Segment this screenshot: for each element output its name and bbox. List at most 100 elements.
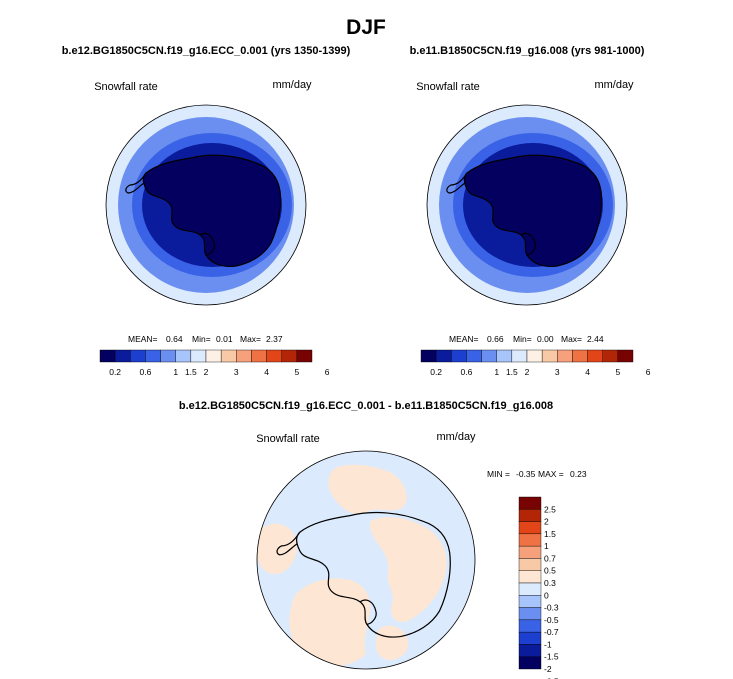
min-label: Min= — [192, 334, 211, 344]
colorbar-box — [518, 595, 542, 608]
colorbar-box — [511, 349, 528, 363]
colorbar-box — [617, 349, 634, 363]
colorbar-tick-label: -0.7 — [544, 627, 559, 637]
colorbar-box — [114, 349, 131, 363]
colorbar-box — [518, 631, 542, 645]
panel-right: b.e11.B1850C5CN.f19_g16.008 (yrs 981-100… — [410, 45, 651, 377]
panel-left-units: mm/day — [272, 79, 312, 91]
colorbar-box — [296, 349, 313, 363]
mean-label: MEAN= — [449, 334, 479, 344]
max-value: 0.23 — [570, 469, 587, 479]
map-boundary — [256, 450, 476, 670]
diff-patch-southeast — [375, 625, 409, 660]
colorbar-tick-label: -2 — [544, 664, 552, 674]
colorbar-box — [518, 533, 542, 547]
colorbar-box — [130, 349, 146, 363]
panel-right-title: b.e11.B1850C5CN.f19_g16.008 (yrs 981-100… — [410, 45, 645, 57]
colorbar-tick-label: 0.6 — [140, 367, 152, 377]
colorbar-tick-label: 0.2 — [109, 367, 121, 377]
colorbar-box — [266, 349, 282, 363]
diff-patch-north — [328, 464, 407, 514]
colorbar-tick-label: 2.5 — [544, 504, 556, 514]
colorbar-tick-label: 6 — [325, 367, 330, 377]
panel-diff: b.e12.BG1850C5CN.f19_g16.ECC_0.001 - b.e… — [179, 400, 587, 679]
panel-diff-map — [257, 451, 475, 669]
colorbar-box — [160, 349, 176, 363]
map-boundary — [105, 104, 307, 306]
colorbar-tick-label: 1 — [544, 541, 549, 551]
colorbar-tick-label: 1.5 — [544, 529, 556, 539]
mean-label: MEAN= — [128, 334, 158, 344]
diff-patch-south — [289, 578, 371, 667]
colorbar-box — [572, 349, 588, 363]
colorbar-tick-label: 2 — [544, 517, 549, 527]
colorbar-tick-label: 0 — [544, 590, 549, 600]
colorbar-box — [541, 349, 558, 363]
colorbar-box — [145, 349, 161, 363]
colorbar-tick-label: 0.3 — [544, 578, 556, 588]
colorbar-box — [518, 582, 542, 596]
colorbar-box — [518, 521, 542, 535]
max-label: Max= — [240, 334, 261, 344]
colorbar-tick-label: 4 — [264, 367, 269, 377]
colorbar-box — [518, 607, 542, 621]
panel-left-title: b.e12.BG1850C5CN.f19_g16.ECC_0.001 (yrs … — [62, 45, 351, 57]
colorbar-left: 0.2 0.6 1 1.5 2 3 4 5 6 — [99, 349, 330, 377]
colorbar-tick-label: 0.7 — [544, 553, 556, 563]
min-label: MIN = — [487, 469, 510, 479]
panel-diff-variable: Snowfall rate — [256, 433, 320, 445]
colorbar-tick-label: 0.2 — [430, 367, 442, 377]
panel-left-stats: MEAN= 0.64 Min= 0.01 Max= 2.37 — [128, 334, 283, 344]
colorbar-box — [190, 349, 207, 363]
colorbar-box — [236, 349, 252, 363]
colorbar-box — [518, 545, 542, 559]
panel-left: b.e12.BG1850C5CN.f19_g16.ECC_0.001 (yrs … — [62, 45, 351, 377]
colorbar-box — [481, 349, 497, 363]
colorbar-tick-label: 5 — [615, 367, 620, 377]
colorbar-tick-label: 6 — [646, 367, 651, 377]
colorbar-tick-label: -0.5 — [544, 615, 559, 625]
colorbar-box — [220, 349, 237, 363]
colorbar-box — [420, 349, 437, 363]
colorbar-box — [602, 349, 619, 363]
colorbar-box — [518, 619, 542, 633]
colorbar-tick-label: 0.6 — [461, 367, 473, 377]
colorbar-box — [518, 496, 542, 510]
min-value: 0.01 — [216, 334, 233, 344]
max-value: 2.44 — [587, 334, 604, 344]
colorbar-tick-label: 1 — [173, 367, 178, 377]
page-title: DJF — [346, 16, 386, 39]
colorbar-box — [518, 509, 542, 522]
colorbar-tick-label: -2.5 — [544, 676, 559, 679]
colorbar-tick-label: 1.5 — [506, 367, 518, 377]
colorbar-box — [205, 349, 222, 363]
colorbar-box — [435, 349, 452, 363]
colorbar-tick-label: -1.5 — [544, 652, 559, 662]
colorbar-diff: 2.5 2 1.5 1 0.7 0.5 0.3 0 -0.3 -0.5 -0.7 -1 -1.5 -2 -2… — [518, 496, 559, 679]
colorbar-box — [175, 349, 192, 363]
map-boundary — [426, 104, 628, 306]
diff-patch-east — [369, 517, 447, 623]
colorbar-right: 0.2 0.6 1 1.5 2 3 4 5 6 — [420, 349, 651, 377]
colorbar-tick-label: 4 — [585, 367, 590, 377]
panel-left-map — [106, 105, 306, 305]
colorbar-box — [518, 644, 542, 657]
panel-left-variable: Snowfall rate — [94, 81, 158, 93]
colorbar-tick-label: -0.3 — [544, 603, 559, 613]
min-value: -0.35 — [516, 469, 536, 479]
panel-right-stats: MEAN= 0.66 Min= 0.00 Max= 2.44 — [449, 334, 604, 344]
mean-value: 0.64 — [166, 334, 183, 344]
colorbar-box — [518, 656, 542, 670]
colorbar-box — [99, 349, 116, 363]
colorbar-tick-label: 3 — [555, 367, 560, 377]
colorbar-box — [526, 349, 543, 363]
colorbar-box — [251, 349, 267, 363]
colorbar-box — [496, 349, 513, 363]
colorbar-tick-label: 0.5 — [544, 566, 556, 576]
colorbar-tick-label: 5 — [294, 367, 299, 377]
min-label: Min= — [513, 334, 532, 344]
colorbar-tick-label: 2 — [525, 367, 530, 377]
max-value: 2.37 — [266, 334, 283, 344]
colorbar-box — [518, 570, 542, 584]
